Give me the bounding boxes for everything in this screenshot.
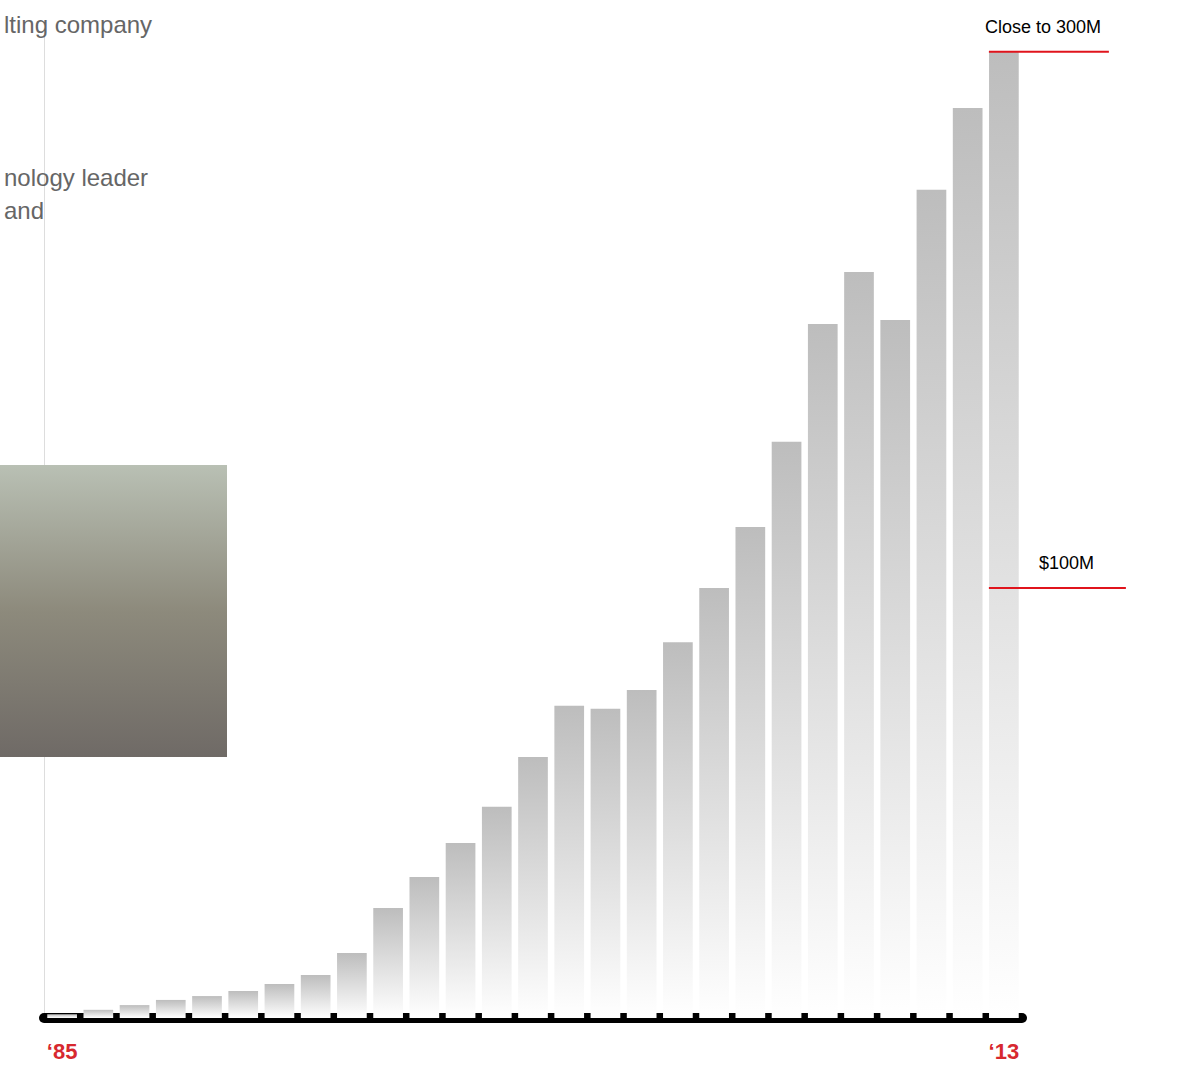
svg-text:‘13: ‘13 (989, 1039, 1020, 1064)
svg-text:$100M: $100M (1039, 553, 1094, 573)
svg-text:Close to 300M: Close to 300M (985, 17, 1101, 37)
svg-text:‘85: ‘85 (47, 1039, 78, 1064)
svg-text:nology leader: nology leader (4, 164, 148, 191)
svg-text:and: and (4, 197, 44, 224)
svg-text:lting company: lting company (4, 11, 152, 38)
